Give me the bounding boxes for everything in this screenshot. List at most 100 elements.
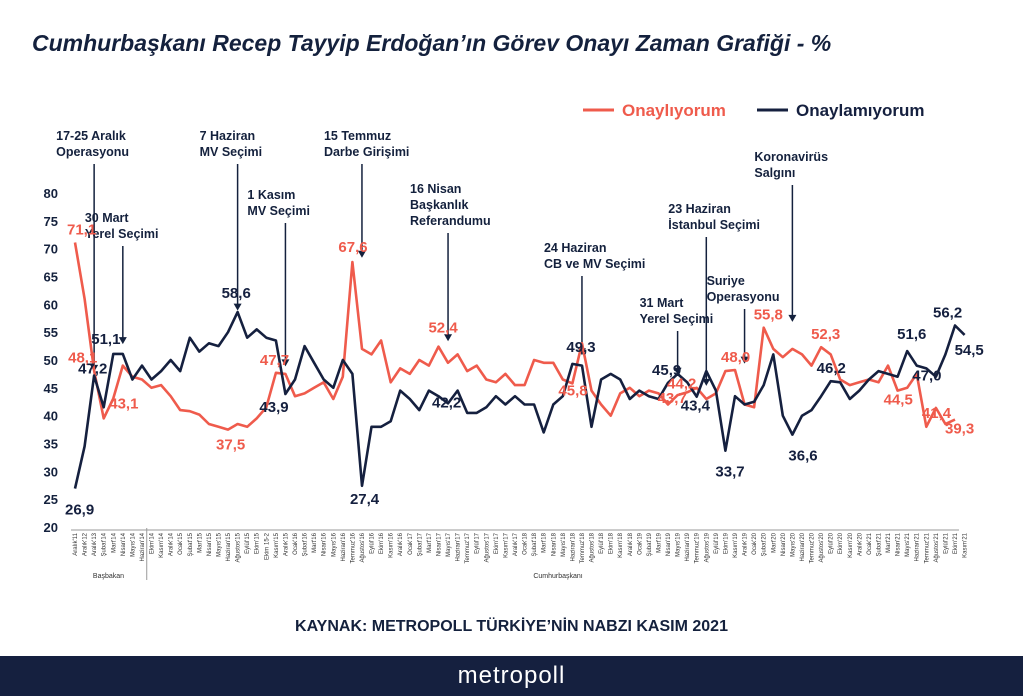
chart-title: Cumhurbaşkanı Recep Tayyip Erdoğan’ın Gö… [32,30,832,56]
event-annotation-label: Yerel Seçimi [640,312,714,326]
approve-series-line [73,242,956,431]
x-tick-label: Mart'16 [312,532,318,552]
x-tick-label: Mart'17 [427,532,433,552]
x-tick-label: Kasım'18 [618,532,624,557]
event-arrow-head [444,334,453,342]
x-tick-label: Aralık'11 [73,532,79,555]
x-tick-label: Eylül'15 [245,532,251,553]
x-tick-label: Eylül'20 [829,532,835,553]
x-tick-label: Şubat'18 [532,532,538,556]
x-tick-label: Temmuz'16 [350,532,356,563]
event-annotation-label: MV Seçimi [200,145,263,159]
period-label: Cumhurbaşkanı [533,573,582,580]
approve-data-label: 48,1 [68,350,97,367]
event-annotation-label: 30 Mart [85,211,130,225]
disapprove-data-label: 58,6 [222,285,251,302]
disapprove-data-label: 43,4 [681,398,711,415]
x-tick-label: Mayıs'21 [905,532,911,556]
y-tick-label: 60 [44,297,58,312]
event-annotation-label: 24 Haziran [544,241,607,255]
y-tick-label: 55 [44,325,58,340]
x-tick-label: Aralık'19 [743,532,749,556]
x-tick-label: Mart'14 [111,532,117,552]
x-tick-label: Şubat'15 [188,532,194,556]
approve-data-label: 52,3 [811,326,840,343]
x-tick-label: Ocak'17 [408,532,414,554]
x-tick-label: Eylül'16 [370,532,376,553]
x-tick-label: Ocak'21 [867,532,873,554]
event-annotation-label: Darbe Girişimi [324,145,409,159]
event-annotation-label: Referandumu [410,214,491,228]
approve-data-label: 41,4 [922,405,952,422]
disapprove-data-label: 27,4 [350,491,380,508]
x-tick-label: Ağustos'16 [360,532,366,562]
x-tick-label: Ekim'15 [255,532,261,554]
x-tick-label: Mart'19 [656,532,662,552]
x-tick-label: Aralık'18 [628,532,634,556]
y-tick-label: 30 [44,464,58,479]
event-annotation-label: 16 Nisan [410,182,461,196]
x-tick-label: Aralık'15 [283,532,289,556]
x-tick-label: Haziran'19 [685,532,691,561]
x-tick-label: Ocak'15 [178,532,184,554]
event-arrow-head [357,250,366,258]
disapprove-series-line [73,310,966,489]
event-annotation-label: İstanbul Seçimi [668,217,760,232]
x-tick-label: Temmuz'20 [810,532,816,563]
x-tick-label: Mayıs'19 [676,532,682,556]
y-tick-label: 25 [44,492,58,507]
x-tick-label: Kasım'17 [503,532,509,557]
event-arrow-head [740,356,749,364]
x-tick-label: Şubat'16 [303,532,309,556]
x-tick-label: Temmuz'19 [695,532,701,563]
event-annotation-label: 7 Haziran [200,129,256,143]
event-arrow-head [281,359,290,367]
event-annotation-label: Başkanlık [410,198,468,212]
disapprove-data-label: 46,2 [817,360,846,377]
x-tick-label: Şubat'20 [762,532,768,556]
x-tick-label: Aralık'13 [92,532,98,556]
x-tick-label: Eylül'19 [714,532,720,553]
approve-data-label: 55,8 [754,307,783,324]
x-tick-label: Ekim 15-2 [264,532,270,560]
x-tick-label: Şubat'21 [876,532,882,556]
x-tick-label: Kasım'15 [274,532,280,557]
x-tick-label: Mayıs'17 [446,532,452,556]
disapprove-data-label: 36,6 [788,448,817,465]
y-tick-label: 40 [44,409,58,424]
event-annotation-label: Operasyonu [707,290,780,304]
disapprove-data-label: 56,2 [933,304,962,321]
approve-data-label: 43,1 [109,395,138,412]
x-tick-label: Eylül'18 [599,532,605,553]
x-tick-label: Temmuz'17 [465,532,471,563]
event-annotation-label: CB ve MV Seçimi [544,257,645,271]
period-label: Başbakan [93,573,124,580]
x-tick-label: Ekim'20 [838,532,844,554]
x-tick-label: Ocak'20 [752,532,758,554]
event-annotation-label: Suriye [707,274,745,288]
event-arrow-head [673,367,682,375]
approve-data-label: 45,8 [558,382,587,399]
disapprove-data-label: 45,9 [652,362,681,379]
event-annotation-label: 23 Haziran [668,202,731,216]
x-tick-label: Mart'15 [197,532,203,552]
disapprove-data-label: 42,2 [432,394,461,411]
approve-data-label: 71,1 [67,222,96,239]
disapprove-data-label: 33,7 [715,464,744,481]
y-tick-label: 45 [44,381,58,396]
x-tick-label: Nisan'17 [436,532,442,556]
x-tick-label: Nisan'14 [121,532,127,556]
x-tick-label: Aralık'12 [83,532,89,556]
metropoll-logo: metropoll [457,662,566,689]
x-tick-label: Temmuz'18 [580,532,586,563]
approve-data-label: 39,3 [945,421,974,438]
x-tick-label: Mayıs'16 [331,532,337,556]
x-tick-label: Haziran'15 [226,532,232,561]
source-note: KAYNAK: METROPOLL TÜRKİYE’NİN NABZI KASI… [295,618,728,635]
event-annotation-label: Operasyonu [56,145,129,159]
x-tick-label: Mayıs'14 [130,532,136,556]
x-tick-label: Nisan'16 [322,532,328,556]
x-tick-label: Ocak'16 [293,532,299,554]
event-arrow-head [118,337,127,345]
x-tick-label: Haziran'21 [915,532,921,561]
